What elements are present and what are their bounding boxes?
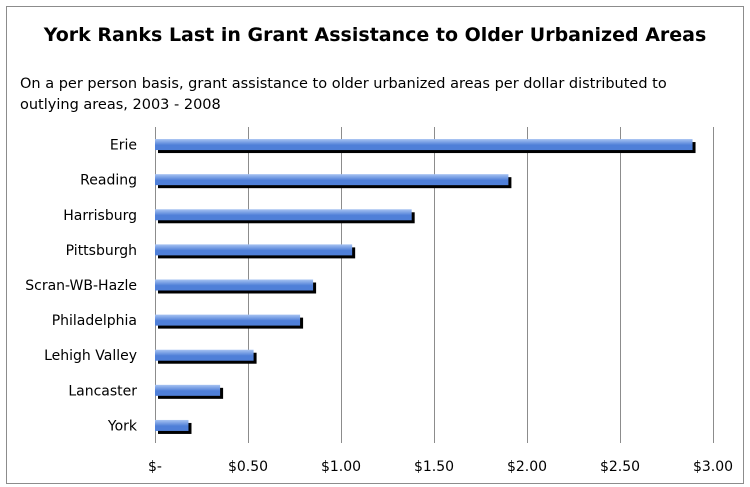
x-tick-label: $- [148, 459, 162, 475]
x-tick-label: $0.50 [228, 459, 268, 475]
x-tick-label: $1.50 [414, 459, 454, 475]
category-label: Lehigh Valley [44, 348, 137, 364]
bar-erie [155, 139, 696, 154]
x-tick-label: $1.00 [321, 459, 361, 475]
x-tick-label: $3.00 [693, 459, 733, 475]
bar-fill [155, 174, 509, 186]
bar-fill [155, 349, 254, 361]
bar-fill [155, 244, 353, 256]
x-tick-label: $2.00 [507, 459, 547, 475]
bar-york [155, 419, 192, 434]
bars [155, 139, 696, 434]
bar-harrisburg [155, 209, 415, 224]
bar-fill [155, 139, 693, 151]
chart-subtitle: On a per person basis, grant assistance … [20, 76, 667, 113]
category-label: Reading [80, 173, 137, 189]
category-labels: Erie Reading Harrisburg Pittsburgh Scran-WB-… [25, 138, 138, 435]
category-label: Erie [110, 138, 137, 154]
category-label: Scran-WB-Hazle [25, 278, 137, 294]
bar-pittsburgh [155, 244, 356, 259]
category-label: York [107, 418, 138, 434]
bar-reading [155, 174, 512, 189]
category-label: Pittsburgh [66, 243, 137, 259]
bar-philadelphia [155, 314, 304, 329]
bar-fill [155, 279, 314, 291]
bar-lehigh-valley [155, 349, 257, 364]
bar-fill [155, 314, 301, 326]
category-label: Harrisburg [63, 208, 137, 224]
bar-scran-wb-hazle [155, 279, 317, 294]
category-label: Lancaster [68, 383, 137, 399]
chart-title: York Ranks Last in Grant Assistance to O… [43, 24, 707, 46]
bar-fill [155, 209, 412, 221]
x-tick-label: $2.50 [600, 459, 640, 475]
bar-fill [155, 419, 189, 431]
bar-lancaster [155, 384, 224, 399]
category-label: Philadelphia [52, 313, 137, 329]
x-tick-labels: $- $0.50 $1.00 $1.50 $2.00 $2.50 $3.00 [148, 459, 733, 475]
bar-fill [155, 384, 221, 396]
